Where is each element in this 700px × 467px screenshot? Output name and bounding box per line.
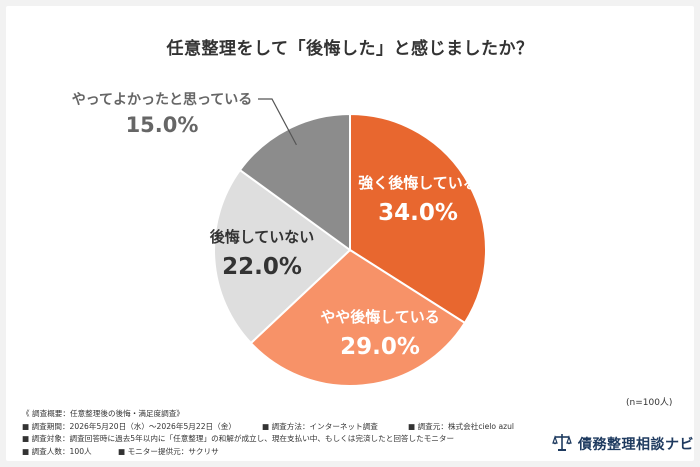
- survey-heading: 《 調査概要：任意整理後の後悔・満足度調査》: [22, 409, 184, 418]
- slice-category-label: 強く後悔している: [358, 174, 478, 192]
- chart-title: 任意整理をして「後悔した」と感じましたか？: [166, 39, 534, 59]
- slice-value-label: 29.0%: [340, 334, 420, 360]
- leader-line: [258, 98, 297, 146]
- slice-category-label: やや後悔している: [320, 308, 440, 326]
- slice-category-label: やってよかったと思っている: [72, 92, 253, 108]
- survey-target: ■ 調査対象：調査回答時に過去5年以内に「任意整理」の和解が成立し、現在支払い中…: [22, 434, 455, 444]
- brand-logo: 債務整理相談ナビ: [552, 433, 694, 455]
- survey-notes: 《 調査概要：任意整理後の後悔・満足度調査》 ■ 調査期間：2026年5月20日…: [22, 408, 542, 458]
- slice-category-label: 後悔していない: [209, 228, 315, 246]
- slice-value-label: 34.0%: [378, 200, 458, 226]
- scales-icon: [552, 432, 572, 456]
- survey-provider: ■ モニター提供元：サクリサ: [118, 446, 219, 456]
- pie-slice: [213, 168, 352, 345]
- survey-source: ■ 調査元：株式会社cielo azul: [408, 421, 515, 431]
- sample-size: (n=100人): [626, 398, 673, 408]
- pie-slice: [249, 248, 467, 387]
- slice-value-label: 22.0%: [222, 254, 302, 280]
- survey-method: ■ 調査方法：インターネット調査: [262, 421, 378, 431]
- survey-count: ■ 調査人数：100人: [22, 446, 92, 456]
- brand-name: 債務整理相談ナビ: [578, 437, 694, 453]
- slice-value-label: 15.0%: [126, 113, 199, 137]
- survey-period: ■ 調査期間：2026年5月20日（水）〜2026年5月22日（金）: [22, 421, 236, 431]
